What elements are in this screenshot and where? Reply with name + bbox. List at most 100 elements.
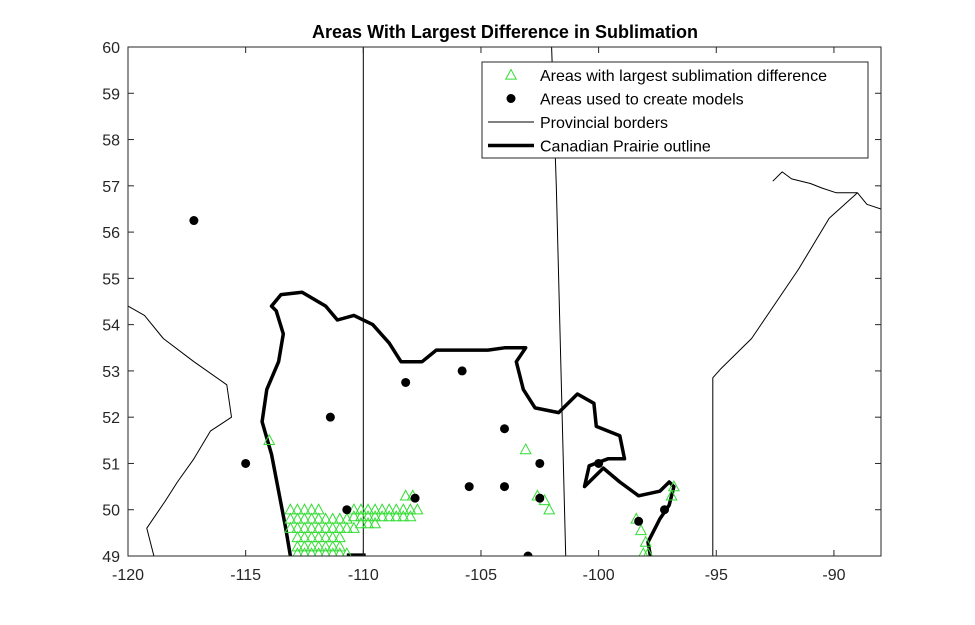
provincial-border-path: [772, 171, 858, 194]
sublimation-difference-marker: [312, 540, 325, 552]
y-tick-label: 50: [102, 503, 120, 520]
sublimation-difference-marker: [404, 503, 417, 515]
sublimation-difference-marker: [326, 512, 339, 524]
sublimation-difference-marker: [354, 503, 368, 515]
model-area-marker: [401, 377, 411, 387]
sublimation-difference-marker: [299, 547, 310, 556]
model-area-marker: [500, 424, 509, 434]
sublimation-difference-marker: [369, 510, 382, 522]
sublimation-difference-marker: [326, 530, 339, 543]
sublimation-difference-marker: [333, 530, 346, 543]
y-tick-label: 55: [102, 271, 120, 288]
sublimation-difference-marker: [298, 512, 311, 524]
sublimation-difference-marker: [319, 521, 332, 533]
sublimation-difference-marker: [320, 547, 331, 556]
axes-box: [127, 46, 882, 557]
plot-content: [128, 47, 881, 556]
sublimation-difference-marker: [643, 547, 653, 556]
sublimation-difference-marker: [305, 521, 318, 533]
sublimation-difference-marker: [312, 503, 325, 515]
sublimation-difference-marker: [305, 512, 318, 524]
x-tick-label: -100: [583, 567, 615, 584]
sublimation-difference-marker: [298, 521, 311, 533]
y-tick-label: 60: [102, 40, 120, 57]
sublimation-difference-marker: [291, 530, 304, 543]
sublimation-difference-marker: [313, 547, 324, 556]
sublimation-difference-marker: [292, 547, 303, 556]
sublimation-difference-marker: [319, 530, 332, 543]
y-tick-label: 57: [102, 179, 120, 196]
sublimation-difference-marker: [354, 510, 368, 522]
sublimation-difference-marker: [383, 503, 396, 515]
sublimation-difference-marker: [361, 517, 375, 529]
sublimation-difference-marker: [376, 503, 389, 515]
sublimation-difference-marker: [312, 512, 325, 524]
legend-box: [481, 61, 869, 159]
provincial-border-path: [712, 192, 881, 556]
model-area-marker: [342, 505, 352, 515]
sublimation-difference-marker: [312, 521, 325, 533]
sublimation-difference-marker: [263, 433, 276, 445]
legend: Areas with largest sublimation differenc…: [481, 61, 869, 159]
sublimation-difference-marker: [519, 443, 532, 455]
sublimation-difference-marker: [291, 540, 304, 552]
model-area-marker: [535, 493, 545, 503]
sublimation-difference-marker: [326, 521, 339, 533]
x-tick-label: -115: [230, 567, 261, 584]
sublimation-difference-marker: [665, 489, 678, 501]
sublimation-difference-marker: [342, 547, 352, 556]
model-area-marker: [189, 216, 199, 226]
sublimation-difference-marker: [383, 510, 396, 522]
sublimation-difference-marker: [305, 530, 318, 543]
sublimation-difference-marker: [390, 503, 403, 515]
sublimation-difference-marker: [319, 540, 332, 552]
sublimation-difference-marker: [284, 503, 297, 515]
sublimation-difference-marker: [639, 535, 652, 547]
sublimation-difference-marker: [354, 517, 368, 529]
sublimation-difference-marker: [327, 547, 338, 556]
model-area-marker: [535, 458, 545, 468]
model-area-marker: [500, 482, 509, 492]
model-area-marker: [410, 493, 420, 503]
legend-label: Provincial borders: [540, 115, 668, 132]
chart-title: Areas With Largest Difference in Sublima…: [312, 22, 698, 42]
sublimation-difference-marker: [397, 510, 410, 522]
y-tick-label: 58: [102, 133, 120, 150]
y-tick-label: 54: [102, 318, 120, 335]
sublimation-difference-marker: [298, 503, 311, 515]
sublimation-difference-marker: [634, 524, 648, 536]
sublimation-difference-marker: [333, 512, 346, 524]
prairie-outline-path: [260, 290, 676, 556]
plot-area: [128, 47, 881, 556]
model-area-marker: [457, 366, 467, 376]
axes: -120 -115 -110 -105 -100 -95 -90 49 50 51 52 53 54 55…: [102, 40, 882, 584]
sublimation-difference-marker: [390, 510, 403, 522]
x-tick-label: -105: [465, 567, 497, 584]
model-area-marker: [523, 551, 533, 556]
sublimation-difference-marker: [369, 517, 382, 529]
sublimation-difference-marker: [333, 521, 346, 533]
sublimation-difference-marker: [333, 540, 346, 552]
x-tick-label: -120: [112, 567, 144, 584]
legend-label: Canadian Prairie outline: [540, 139, 711, 156]
sublimation-difference-marker: [298, 540, 311, 552]
y-tick-label: 49: [102, 549, 120, 566]
model-area-marker: [594, 458, 604, 468]
y-tick-label: 52: [102, 410, 120, 427]
sublimation-difference-marker: [284, 512, 297, 524]
model-area-marker: [241, 458, 251, 468]
sublimation-difference-marker: [305, 540, 318, 552]
sublimation-difference-marker: [312, 530, 325, 543]
sublimation-difference-marker: [306, 547, 317, 556]
sublimation-difference-marker: [376, 510, 389, 522]
sublimation-difference-marker: [334, 547, 345, 556]
sublimation-difference-marker: [291, 521, 304, 533]
sublimation-difference-marker: [291, 512, 304, 524]
sublimation-difference-marker: [347, 510, 360, 522]
model-area-marker: [634, 516, 644, 526]
sublimation-difference-marker: [397, 503, 410, 515]
legend-dot-icon: [506, 94, 516, 103]
sublimation-difference-marker: [284, 521, 297, 533]
y-tick-label: 56: [102, 225, 120, 242]
